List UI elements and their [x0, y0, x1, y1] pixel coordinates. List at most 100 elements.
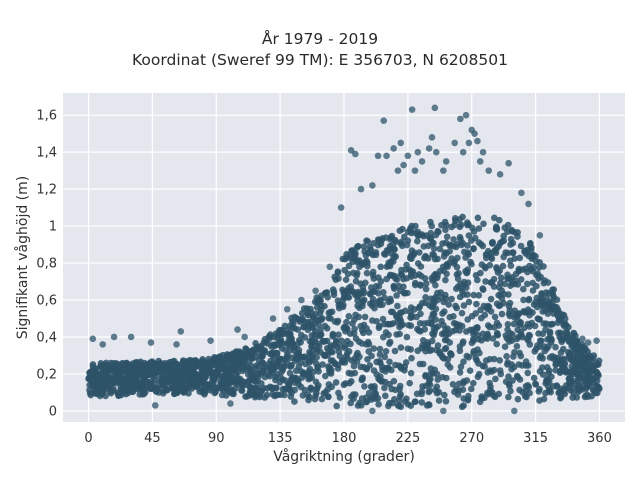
data-point	[371, 304, 378, 312]
data-point	[238, 362, 245, 369]
data-point	[418, 158, 426, 165]
x-tick-label: 225	[395, 431, 420, 446]
data-point	[463, 352, 471, 360]
data-point	[431, 255, 439, 263]
data-point	[425, 145, 433, 152]
y-tick-label: 0	[49, 404, 57, 419]
data-point	[450, 236, 457, 243]
data-point	[217, 356, 224, 363]
data-point	[468, 260, 475, 268]
data-point	[424, 341, 432, 349]
data-point	[370, 345, 378, 352]
data-point	[267, 357, 274, 365]
x-tick-label: 315	[523, 431, 548, 446]
data-point	[302, 371, 309, 379]
data-point	[421, 326, 429, 333]
data-point	[478, 314, 485, 322]
data-point	[276, 341, 283, 349]
data-point	[328, 383, 336, 391]
data-point	[566, 351, 574, 358]
data-point	[286, 322, 294, 330]
data-point	[169, 377, 177, 384]
data-point	[524, 382, 532, 389]
data-point	[517, 319, 524, 326]
data-point	[286, 387, 294, 395]
data-point	[148, 368, 155, 375]
data-point	[394, 167, 402, 174]
data-point	[432, 281, 439, 289]
data-point	[351, 325, 358, 333]
data-point	[259, 359, 267, 367]
data-point	[457, 115, 464, 123]
data-point	[243, 353, 251, 361]
data-point	[493, 264, 500, 271]
data-point	[161, 381, 169, 388]
y-tick-label: 0,8	[36, 257, 57, 272]
data-point	[554, 313, 562, 321]
data-point	[416, 360, 424, 368]
data-point	[234, 326, 241, 333]
data-point	[382, 348, 390, 355]
data-point	[383, 152, 390, 160]
data-point	[397, 317, 404, 324]
data-point	[465, 392, 472, 400]
data-point	[157, 364, 165, 371]
data-point	[460, 402, 467, 409]
data-point	[210, 361, 217, 369]
data-point	[486, 355, 494, 363]
data-point	[231, 364, 239, 371]
data-point	[472, 272, 480, 279]
data-point	[235, 356, 242, 363]
data-point	[442, 295, 450, 303]
y-tick-label: 0,6	[36, 294, 57, 309]
data-point	[495, 390, 503, 398]
data-point	[366, 362, 374, 369]
data-point	[554, 319, 562, 327]
data-point	[407, 369, 415, 377]
data-point	[470, 379, 477, 387]
data-point	[561, 368, 568, 375]
data-point	[484, 247, 492, 255]
data-point	[535, 275, 542, 282]
data-point	[594, 389, 601, 397]
data-point	[356, 263, 363, 271]
data-point	[269, 315, 277, 322]
data-point	[397, 271, 405, 278]
y-tick-label: 1,2	[36, 183, 57, 198]
data-point	[244, 364, 252, 371]
data-point	[443, 233, 451, 240]
x-tick-label: 270	[459, 431, 484, 446]
data-point	[532, 258, 540, 265]
data-point	[268, 367, 275, 375]
data-point	[439, 373, 446, 381]
data-point	[422, 294, 429, 301]
data-point	[415, 327, 423, 334]
data-point	[395, 282, 403, 290]
data-point	[581, 375, 589, 383]
data-point	[516, 349, 523, 357]
data-point	[129, 388, 137, 396]
data-point	[479, 330, 487, 338]
data-point	[428, 222, 436, 230]
data-point	[397, 344, 405, 351]
data-point	[407, 402, 415, 410]
data-point	[555, 389, 562, 397]
data-point	[385, 246, 392, 254]
data-point	[463, 284, 470, 291]
data-point	[474, 346, 481, 353]
data-point	[285, 381, 293, 388]
data-point	[325, 314, 332, 322]
data-point	[363, 237, 370, 244]
data-point	[538, 291, 545, 298]
data-point	[443, 270, 450, 278]
data-point	[229, 387, 237, 395]
data-point	[176, 383, 184, 391]
data-point	[403, 333, 411, 341]
grid	[63, 93, 625, 422]
data-point	[508, 365, 515, 373]
data-point	[421, 254, 428, 262]
data-point	[88, 382, 96, 389]
data-point	[513, 335, 521, 343]
